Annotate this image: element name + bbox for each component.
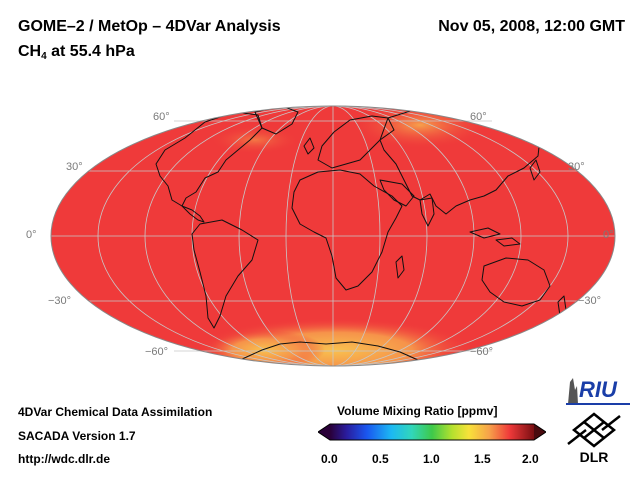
coast-antarctica	[239, 341, 419, 361]
colorbar-max-arrow	[534, 424, 546, 440]
lat-label-left-60s: −60°	[145, 346, 169, 358]
dlr-logo-text: DLR	[580, 449, 609, 465]
cathedral-icon	[568, 378, 578, 404]
footer-line-3: http://wdc.dlr.de	[18, 452, 110, 466]
lat-label-right-60s: −60°	[470, 346, 494, 358]
colorbar-title: Volume Mixing Ratio [ppmv]	[337, 404, 498, 418]
lat-label-left-30n: 30°	[66, 161, 83, 173]
lat-label-right-30s: −30°	[578, 295, 602, 307]
map-border	[50, 105, 616, 367]
coast-japan	[529, 159, 541, 181]
coast-europe	[317, 115, 395, 169]
species-label: CH4 at 55.4 hPa	[18, 43, 135, 62]
species-level: at 55.4 hPa	[46, 43, 135, 60]
high-value-region-arctic	[350, 106, 490, 149]
colorbar-ramp	[330, 424, 534, 440]
map-datetime: Nov 05, 2008, 12:00 GMT	[438, 18, 625, 35]
coast-africa	[291, 169, 403, 291]
riu-logo-text: RIU	[579, 377, 618, 402]
coast-central-america	[181, 205, 205, 223]
coast-british-isles	[303, 137, 315, 155]
lat-label-left-60n: 60°	[153, 111, 170, 123]
colorbar-outline	[318, 423, 546, 441]
coast-australia	[481, 257, 551, 307]
colorbar-tick-0: 0.0	[321, 452, 338, 466]
footer-line-2: SACADA Version 1.7	[18, 429, 136, 443]
lat-label-left-30s: −30°	[48, 295, 72, 307]
coast-madagascar	[395, 255, 405, 279]
colorbar	[318, 423, 546, 441]
dlr-logo: DLR	[567, 412, 621, 465]
riu-logo: RIU	[566, 377, 630, 405]
coast-indonesia	[469, 227, 521, 247]
lat-label-right-30n: 30°	[568, 161, 585, 173]
coast-greenland	[254, 106, 299, 135]
colorbar-tick-3: 1.5	[474, 452, 491, 466]
colorbar-tick-1: 0.5	[372, 452, 389, 466]
colorbar-min-arrow	[318, 424, 330, 440]
coast-india	[419, 197, 435, 227]
species-subscript: 4	[41, 51, 47, 62]
coast-south-america	[191, 219, 259, 329]
species-name: CH	[18, 43, 42, 60]
dlr-emblem-icon	[567, 412, 621, 448]
colorbar-tick-4: 2.0	[522, 452, 539, 466]
lat-label-right-60n: 60°	[470, 111, 487, 123]
colorbar-tick-2: 1.0	[423, 452, 440, 466]
lat-label-right-0: 0°	[603, 229, 614, 241]
lat-label-left-0: 0°	[26, 229, 37, 241]
coast-arabia	[379, 179, 415, 207]
map-title: GOME–2 / MetOp – 4DVar Analysis	[18, 18, 281, 35]
footer-line-1: 4DVar Chemical Data Assimilation	[18, 405, 213, 419]
